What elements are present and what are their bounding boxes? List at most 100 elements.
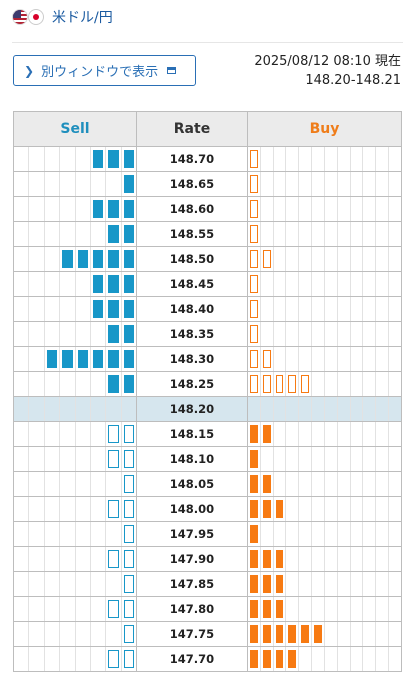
buy-volume-block xyxy=(248,547,260,571)
sell-volume-block xyxy=(89,197,105,221)
sell-volume-cell xyxy=(13,171,137,197)
sell-volume-block xyxy=(43,347,59,371)
grid-cell xyxy=(375,647,388,671)
grid-cell xyxy=(28,472,43,496)
sell-volume-cell xyxy=(13,521,137,547)
grid-cell xyxy=(14,322,28,346)
buy-volume-block xyxy=(298,622,311,646)
grid-cell xyxy=(336,572,350,596)
grid-cell xyxy=(285,397,298,421)
rate-value: 148.45 xyxy=(136,271,248,297)
sell-volume-block xyxy=(59,247,74,271)
grid-cell xyxy=(59,647,74,671)
grid-cell xyxy=(375,222,388,246)
grid-cell xyxy=(323,322,337,346)
grid-cell xyxy=(59,622,74,646)
grid-cell xyxy=(298,597,311,621)
rate-value: 148.70 xyxy=(136,146,248,172)
grid-cell xyxy=(14,547,28,571)
grid-cell xyxy=(298,247,311,271)
grid-cell xyxy=(14,297,28,321)
sell-volume-block xyxy=(105,497,120,521)
grid-cell xyxy=(43,397,59,421)
buy-volume-block xyxy=(311,622,324,646)
sell-header: Sell xyxy=(13,111,137,147)
buy-volume-cell xyxy=(247,621,402,647)
buy-volume-block xyxy=(259,647,273,671)
grid-cell xyxy=(349,197,363,221)
rate-value: 147.75 xyxy=(136,621,248,647)
grid-cell xyxy=(362,547,375,571)
rate-value: 148.30 xyxy=(136,346,248,372)
grid-cell xyxy=(375,422,388,446)
buy-volume-cell xyxy=(247,596,402,622)
grid-cell xyxy=(375,547,388,571)
grid-cell xyxy=(336,172,350,196)
grid-cell xyxy=(43,647,59,671)
order-book-row: 148.10 xyxy=(13,446,402,472)
grid-cell xyxy=(28,422,43,446)
grid-cell xyxy=(259,297,273,321)
sell-volume-block xyxy=(120,547,136,571)
grid-cell xyxy=(74,322,90,346)
grid-cell xyxy=(14,422,28,446)
grid-cell xyxy=(285,472,298,496)
buy-volume-block xyxy=(285,647,298,671)
currency-pair-title: 米ドル/円 xyxy=(52,10,113,26)
grid-cell xyxy=(89,322,105,346)
order-book-row: 148.50 xyxy=(13,246,402,272)
grid-cell xyxy=(311,572,324,596)
buy-volume-block xyxy=(272,547,286,571)
grid-cell xyxy=(362,222,375,246)
sell-volume-cell xyxy=(13,246,137,272)
grid-cell xyxy=(43,472,59,496)
grid-cell xyxy=(298,547,311,571)
order-book-row: 148.15 xyxy=(13,421,402,447)
grid-cell xyxy=(298,522,311,546)
open-new-window-button[interactable]: ❯ 別ウィンドウで表示 xyxy=(13,55,196,86)
sell-volume-block xyxy=(120,447,136,471)
sell-volume-block xyxy=(105,597,120,621)
grid-cell xyxy=(59,397,74,421)
order-book-body: 148.70 148.65 148.60 148.55 148.50 148.45 148.… xyxy=(13,146,402,672)
sell-volume-cell xyxy=(13,546,137,572)
grid-cell xyxy=(28,347,43,371)
grid-cell xyxy=(323,622,337,646)
sell-volume-block xyxy=(120,297,136,321)
grid-cell xyxy=(59,172,74,196)
grid-cell xyxy=(74,472,90,496)
sell-volume-cell xyxy=(13,196,137,222)
buy-volume-cell xyxy=(247,246,402,272)
order-book-row: 148.30 xyxy=(13,346,402,372)
timestamp-datetime: 2025/08/12 08:10 現在 xyxy=(254,54,401,69)
sell-volume-cell xyxy=(13,371,137,397)
grid-cell xyxy=(388,647,401,671)
sell-volume-block xyxy=(105,647,120,671)
buy-volume-cell xyxy=(247,646,402,672)
grid-cell xyxy=(59,372,74,396)
grid-cell xyxy=(336,647,350,671)
buy-volume-cell xyxy=(247,521,402,547)
grid-cell xyxy=(362,297,375,321)
sell-volume-cell xyxy=(13,471,137,497)
grid-cell xyxy=(323,347,337,371)
grid-cell xyxy=(375,322,388,346)
bid-ask-quote: 148.20-148.21 xyxy=(305,73,401,88)
grid-cell xyxy=(336,472,350,496)
order-book-row: 147.75 xyxy=(13,621,402,647)
rate-value: 148.20 xyxy=(136,396,248,422)
sell-volume-cell xyxy=(13,221,137,247)
grid-cell xyxy=(28,222,43,246)
grid-cell xyxy=(272,422,286,446)
grid-cell xyxy=(362,597,375,621)
buy-volume-block xyxy=(298,372,311,396)
grid-cell xyxy=(311,147,324,171)
sell-volume-block xyxy=(120,522,136,546)
sell-volume-block xyxy=(105,347,120,371)
grid-cell xyxy=(311,172,324,196)
grid-cell xyxy=(298,422,311,446)
sell-volume-block xyxy=(105,272,120,296)
grid-cell xyxy=(362,397,375,421)
grid-cell xyxy=(323,522,337,546)
grid-cell xyxy=(272,447,286,471)
